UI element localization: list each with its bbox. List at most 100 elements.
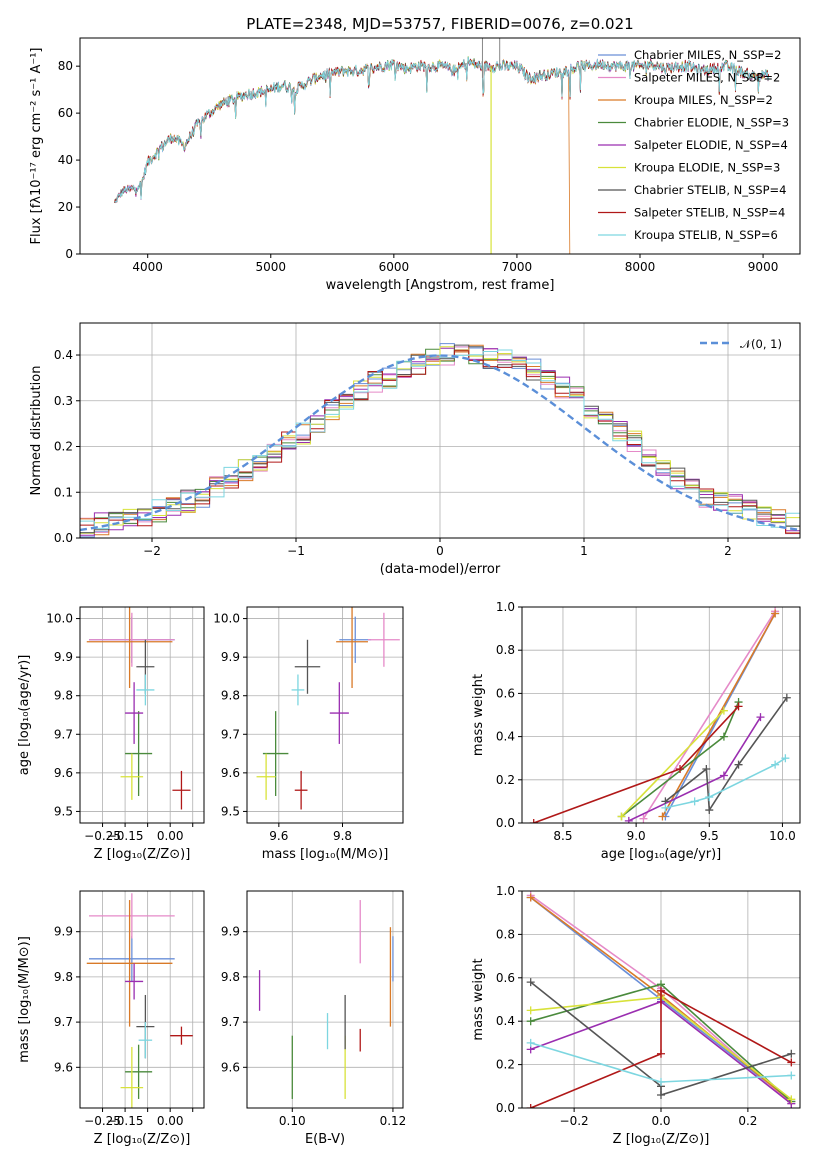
legend-label: 𝒩(0, 1) — [740, 337, 782, 351]
y-tick-label: 10.0 — [46, 612, 73, 626]
age-weight-panel: 8.5 9.0 9.5 10.0 0.0 0.2 0.4 0.6 0.8 1.0 age [log₁… — [471, 600, 801, 862]
weight-point-marker — [526, 893, 535, 902]
x-tick-label: 0 — [436, 544, 444, 558]
x-tick-label: 0.0 — [651, 1114, 670, 1128]
spectrum-series-line — [114, 57, 571, 254]
gaussian-reference-line — [80, 354, 800, 532]
y-tick-label: 0.0 — [496, 1101, 515, 1115]
weight-point-marker — [639, 814, 648, 823]
mass-age-frame — [246, 606, 404, 824]
x-tick-label: 8.5 — [553, 829, 572, 843]
weight-point-marker — [657, 1090, 665, 1099]
y-tick-label: 9.8 — [54, 689, 73, 703]
weight-series-line — [642, 610, 776, 820]
x-axis-label: age [log₁₀(age/yr)] — [601, 847, 722, 862]
x-tick-label: 9.0 — [627, 829, 646, 843]
weight-point-marker — [719, 732, 728, 741]
ebv-mass-frame — [246, 890, 404, 1109]
figure-title: PLATE=2348, MJD=53757, FIBERID=0076, z=0… — [246, 15, 633, 33]
x-tick-label: 8000 — [625, 260, 656, 274]
y-tick-label: 9.5 — [54, 804, 73, 818]
weight-point-marker — [526, 978, 535, 987]
y-tick-label: 0.3 — [54, 394, 73, 408]
spectrum-series-line — [114, 56, 770, 203]
x-tick-label: 9.6 — [269, 829, 288, 843]
weight-point-marker — [657, 1077, 665, 1086]
mass-age-plot-area — [247, 607, 403, 823]
spectrum-frame — [79, 37, 801, 255]
y-tick-label: 0.8 — [496, 643, 515, 657]
weight-series-line — [530, 989, 792, 1108]
y-tick-label: 1.0 — [496, 884, 515, 898]
weight-point-marker — [529, 819, 538, 823]
y-tick-label: 1.0 — [496, 600, 515, 614]
y-tick-label: 0 — [65, 247, 73, 261]
y-axis-label: Normed distribution — [29, 366, 44, 496]
x-tick-label: 0.10 — [279, 1114, 306, 1128]
x-tick-label: 0.00 — [157, 1114, 184, 1128]
weight-point-marker — [734, 702, 743, 711]
z-weight-frame — [521, 890, 801, 1109]
weight-series-line — [664, 697, 788, 813]
y-tick-label: 9.8 — [54, 970, 73, 984]
residuals-frame — [79, 322, 801, 539]
x-axis-label: mass [log₁₀(M/M⊙)] — [262, 847, 389, 862]
weight-point-marker — [624, 816, 633, 823]
weight-point-marker — [526, 1006, 535, 1015]
x-tick-label: 9000 — [748, 260, 779, 274]
x-tick-label: −0.2 — [560, 1114, 589, 1128]
weight-series-line — [620, 710, 725, 818]
y-tick-label: 9.7 — [221, 1015, 240, 1029]
weight-point-marker — [719, 771, 728, 780]
y-axis-label: age [log₁₀(age/yr)] — [17, 655, 32, 776]
weight-point-marker — [657, 1049, 665, 1058]
weight-point-marker — [719, 706, 728, 715]
x-tick-label: −0.15 — [107, 829, 144, 843]
weight-point-marker — [526, 1017, 535, 1026]
weight-point-marker — [787, 1071, 796, 1080]
y-tick-label: 0.6 — [496, 971, 515, 985]
x-tick-label: 10.0 — [769, 829, 796, 843]
z-weight-plot-area — [522, 891, 800, 1108]
y-tick-label: 40 — [58, 153, 73, 167]
y-tick-label: 9.9 — [221, 925, 240, 939]
y-tick-label: 9.7 — [54, 1015, 73, 1029]
x-axis-label: E(B-V) — [305, 1132, 345, 1147]
x-axis-label: Z [log₁₀(Z/Z⊙)] — [613, 1132, 710, 1147]
z-weight-panel: −0.2 0.0 0.2 0.0 0.2 0.4 0.6 0.8 1.0 Z [log₁₀(Z/Z… — [471, 884, 801, 1147]
mass-age-panel: 9.6 9.8 9.5 9.6 9.7 9.8 9.9 10.0 mass [log₁₀(M/M… — [213, 606, 404, 862]
x-tick-label: 0.00 — [157, 829, 184, 843]
legend-label: Kroupa MILES, N_SSP=2 — [634, 93, 773, 107]
y-tick-label: 0.2 — [54, 440, 73, 454]
weight-series-line — [530, 981, 792, 1097]
y-tick-label: 9.8 — [221, 689, 240, 703]
weight-point-marker — [787, 1049, 796, 1058]
age-weight-plot-area — [522, 607, 800, 823]
y-tick-label: 9.7 — [54, 727, 73, 741]
x-tick-label: 9.5 — [700, 829, 719, 843]
weight-point-marker — [756, 713, 765, 722]
y-tick-label: 9.9 — [54, 925, 73, 939]
residuals-legend: 𝒩(0, 1) — [700, 337, 782, 351]
weight-point-marker — [771, 609, 780, 618]
weight-point-marker — [782, 693, 791, 702]
spectrum-legend: Chabrier MILES, N_SSP=2 Salpeter MILES, N… — [598, 48, 789, 242]
weight-point-marker — [661, 803, 670, 812]
y-axis-label: mass weight — [471, 958, 486, 1040]
y-axis-label: mass weight — [471, 674, 486, 756]
y-tick-label: 0.6 — [496, 686, 515, 700]
legend-label: Kroupa ELODIE, N_SSP=3 — [634, 161, 780, 175]
z-age-frame — [79, 606, 205, 824]
y-tick-label: 0.8 — [496, 927, 515, 941]
legend-label: Chabrier STELIB, N_SSP=4 — [634, 183, 786, 197]
age-weight-frame — [521, 606, 801, 824]
weight-point-marker — [526, 1104, 535, 1108]
weight-point-marker — [617, 812, 626, 821]
y-tick-label: 9.6 — [221, 1060, 240, 1074]
y-tick-label: 0.4 — [496, 730, 515, 744]
weight-point-marker — [781, 754, 790, 763]
y-tick-label: 0.0 — [54, 531, 73, 545]
weight-point-marker — [787, 1058, 796, 1067]
legend-label: Kroupa STELIB, N_SSP=6 — [634, 228, 778, 242]
y-axis-label: Flux [fλ10⁻¹⁷ erg cm⁻² s⁻¹ A⁻¹] — [29, 48, 44, 245]
